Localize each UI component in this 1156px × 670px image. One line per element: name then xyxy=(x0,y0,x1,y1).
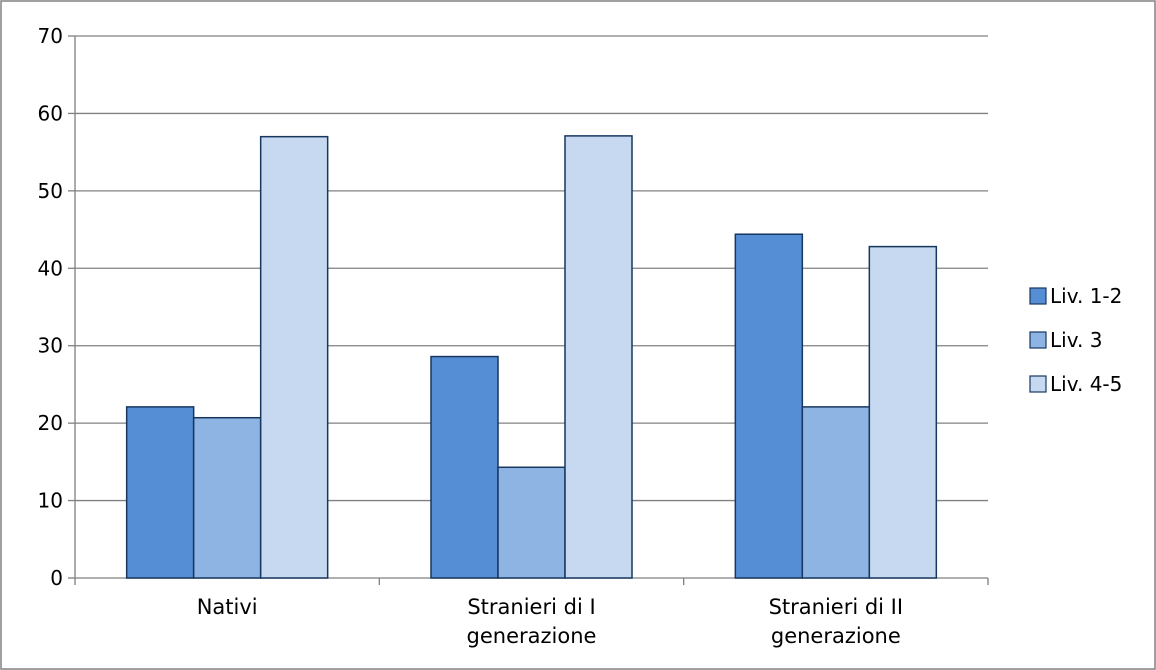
legend-swatch xyxy=(1029,375,1047,393)
y-tick-label: 50 xyxy=(38,179,63,203)
y-tick-label: 40 xyxy=(38,256,63,280)
legend: Liv. 1-2 Liv. 3 Liv. 4-5 xyxy=(1029,284,1122,396)
legend-label: Liv. 1-2 xyxy=(1050,284,1122,308)
y-tick-label: 60 xyxy=(38,101,63,125)
bar xyxy=(564,135,633,579)
x-category-label-line: Nativi xyxy=(197,595,258,619)
y-axis-ticks: 0 10 20 30 40 50 60 70 xyxy=(38,24,63,590)
x-category-label: Stranieri di II generazione xyxy=(769,595,904,648)
legend-label: Liv. 3 xyxy=(1050,328,1102,352)
bar xyxy=(801,406,871,579)
y-tick-label: 20 xyxy=(38,411,63,435)
y-tick-label: 0 xyxy=(50,566,63,590)
y-tick-label: 10 xyxy=(38,489,63,513)
y-tick-label: 30 xyxy=(38,334,63,358)
x-category-label-line: Stranieri di II xyxy=(769,595,904,619)
bar xyxy=(259,135,329,579)
legend-swatch xyxy=(1029,287,1047,305)
x-category-label-line: Stranieri di I xyxy=(467,595,595,619)
x-category-label-line: generazione xyxy=(467,624,597,648)
legend-label: Liv. 4-5 xyxy=(1050,372,1122,396)
legend-swatch xyxy=(1029,331,1047,349)
bar xyxy=(497,466,566,579)
bar xyxy=(734,233,804,579)
x-category-label-line: generazione xyxy=(771,624,901,648)
bars xyxy=(125,135,938,579)
bar xyxy=(430,355,499,579)
x-category-label: Nativi xyxy=(197,595,258,619)
bar xyxy=(192,416,262,579)
x-category-label: Stranieri di I generazione xyxy=(467,595,597,648)
y-tick-label: 70 xyxy=(38,24,63,48)
bar xyxy=(868,245,938,579)
bar xyxy=(125,406,195,579)
